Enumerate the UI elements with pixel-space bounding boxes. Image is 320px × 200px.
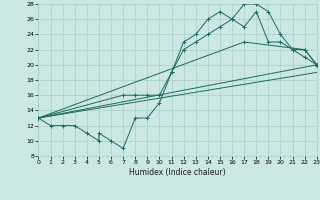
- X-axis label: Humidex (Indice chaleur): Humidex (Indice chaleur): [129, 168, 226, 177]
